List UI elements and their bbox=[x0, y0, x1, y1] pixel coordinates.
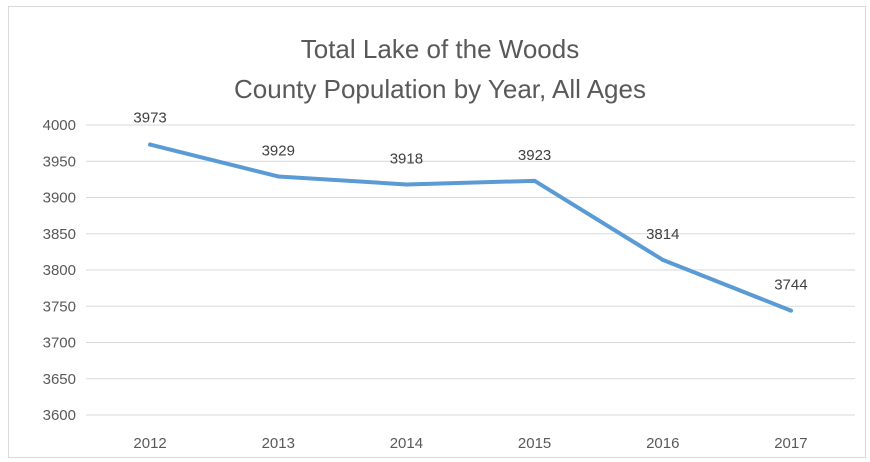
y-tick-label: 3850 bbox=[43, 226, 76, 243]
chart-frame bbox=[8, 6, 866, 458]
data-label: 3923 bbox=[518, 147, 551, 164]
data-label: 3918 bbox=[390, 150, 423, 167]
chart-title-line-1: Total Lake of the Woods bbox=[301, 34, 579, 64]
data-label: 3814 bbox=[646, 226, 679, 243]
y-tick-label: 3750 bbox=[43, 298, 76, 315]
chart-title-line-2: County Population by Year, All Ages bbox=[234, 74, 646, 104]
y-tick-label: 3950 bbox=[43, 153, 76, 170]
y-tick-label: 3800 bbox=[43, 262, 76, 279]
x-tick-label: 2017 bbox=[774, 435, 807, 452]
y-tick-label: 3900 bbox=[43, 190, 76, 207]
x-tick-label: 2013 bbox=[262, 435, 295, 452]
x-axis-ticks: 2012 2013 2014 2015 2016 2017 bbox=[133, 435, 807, 452]
series-line bbox=[148, 142, 793, 313]
data-label: 3744 bbox=[774, 277, 807, 294]
y-tick-label: 3600 bbox=[43, 407, 76, 424]
x-tick-label: 2012 bbox=[133, 435, 166, 452]
series-layer bbox=[148, 142, 793, 313]
gridlines bbox=[86, 124, 855, 416]
data-label: 3973 bbox=[133, 110, 166, 127]
data-point bbox=[148, 142, 153, 147]
data-point bbox=[276, 174, 281, 179]
x-tick-label: 2014 bbox=[390, 435, 423, 452]
data-point bbox=[660, 257, 665, 262]
y-tick-label: 3650 bbox=[43, 371, 76, 388]
y-axis-ticks: 4000 3950 3900 3850 3800 3750 3700 3650 3600 bbox=[43, 117, 76, 424]
data-point bbox=[404, 182, 409, 187]
y-tick-label: 4000 bbox=[43, 117, 76, 134]
data-labels: 3973 3929 3918 3923 3814 3744 bbox=[133, 110, 807, 294]
data-point bbox=[532, 178, 537, 183]
x-tick-label: 2016 bbox=[646, 435, 679, 452]
data-point bbox=[788, 308, 793, 313]
x-tick-label: 2015 bbox=[518, 435, 551, 452]
y-tick-label: 3700 bbox=[43, 335, 76, 352]
data-label: 3929 bbox=[262, 142, 295, 159]
